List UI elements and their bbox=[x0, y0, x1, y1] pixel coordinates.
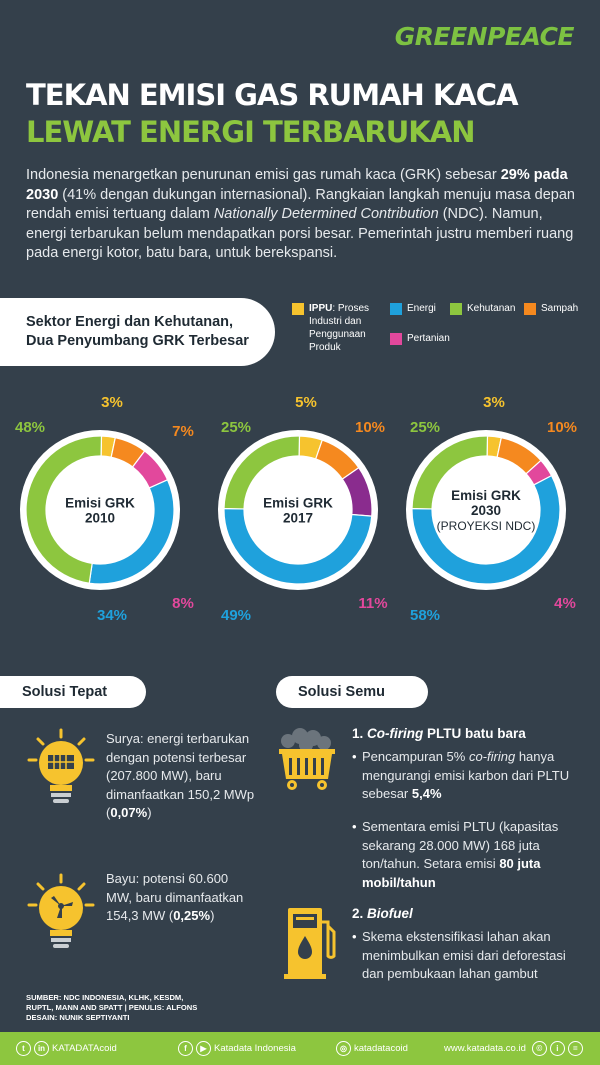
attribution-icon: i bbox=[549, 1041, 565, 1056]
legend-swatch-ippu bbox=[292, 303, 304, 315]
source-credits: SUMBER: NDC INDONESIA, KLHK, KESDM, RUPT… bbox=[26, 993, 198, 1022]
donut-3-center-label: 2030 bbox=[471, 503, 501, 518]
intro-paragraph: Indonesia menargetkan penurunan emisi ga… bbox=[26, 167, 575, 261]
legend-swatch-energi bbox=[390, 303, 402, 315]
donut-3-label-pertanian: 4% bbox=[554, 595, 576, 612]
donut-1-center-label: Emisi GRK bbox=[65, 496, 135, 511]
donut-3-label-sampah: 10% bbox=[547, 419, 577, 436]
footer-website[interactable]: www.katadata.co.id © i = bbox=[444, 1041, 586, 1056]
page-title-line2: LEWAT ENERGI TERBARUKAN bbox=[26, 115, 475, 149]
equal-icon: = bbox=[567, 1041, 583, 1056]
instagram-icon: ◎ bbox=[336, 1041, 351, 1056]
facebook-icon: f bbox=[178, 1041, 193, 1056]
section-heading: Sektor Energi dan Kehutanan, Dua Penyumb… bbox=[0, 298, 275, 366]
legend-ippu: IPPU: Proses Industri dan Penggunaan Pro… bbox=[292, 302, 380, 354]
legend-swatch-sampah bbox=[524, 303, 536, 315]
donut-1-label-kehutanan: 48% bbox=[15, 419, 45, 436]
donut-2-label-pertanian: 11% bbox=[358, 595, 387, 612]
donut-1-label-sampah: 7% bbox=[172, 423, 194, 440]
solusi-tepat-heading: Solusi Tepat bbox=[0, 676, 146, 708]
biofuel-point: Skema ekstensifikasi lahan akan menimbul… bbox=[352, 928, 586, 984]
donut-3-hole bbox=[434, 458, 538, 562]
surya-description: Surya: energi terbarukan dengan potensi … bbox=[106, 731, 255, 820]
donut-3-label-ippu: 3% bbox=[483, 394, 505, 411]
greenpeace-logo: GREENPEACE bbox=[394, 22, 575, 51]
donut-1-label-pertanian: 8% bbox=[172, 595, 194, 612]
donut-3-slice-kehutanan bbox=[411, 435, 489, 510]
donut-3-center-label: (PROYEKSI NDC) bbox=[437, 519, 536, 533]
legend-sampah: Sampah bbox=[524, 302, 578, 315]
cofiring-point-1: Pencampuran 5% co-firing hanya mengurang… bbox=[352, 748, 586, 804]
chart-legend: IPPU: Proses Industri dan Penggunaan Pro… bbox=[292, 302, 592, 362]
cofiring-heading: 1. Co-firing PLTU batu bara bbox=[352, 726, 526, 741]
biofuel-heading: 2. Biofuel bbox=[352, 906, 413, 921]
donut-3-label-energi: 58% bbox=[410, 607, 440, 624]
bayu-description: Bayu: potensi 60.600 MW, baru dimanfaatk… bbox=[106, 871, 244, 923]
linkedin-icon: in bbox=[34, 1041, 49, 1056]
donut-1-label-energi: 34% bbox=[97, 607, 127, 624]
donut-1-center-label: 2010 bbox=[85, 511, 115, 526]
donut-1-hole bbox=[48, 458, 152, 562]
youtube-icon: ▶ bbox=[196, 1041, 211, 1056]
coal-cart-icon bbox=[279, 728, 335, 790]
donut-2-center-label: Emisi GRK bbox=[263, 496, 333, 511]
footer-twitter-linkedin[interactable]: t in KATADATAcoid bbox=[16, 1041, 117, 1056]
donut-2-slice-kehutanan bbox=[223, 435, 301, 510]
legend-energi: Energi bbox=[390, 302, 436, 315]
sun-lightbulb-icon bbox=[27, 728, 95, 803]
twitter-icon: t bbox=[16, 1041, 31, 1056]
donut-2-label-ippu: 5% bbox=[295, 394, 317, 411]
footer-instagram[interactable]: ◎ katadatacoid bbox=[336, 1041, 408, 1056]
page-title-line1: TEKAN EMISI GAS RUMAH KACA bbox=[26, 78, 519, 112]
donut-3-center-label: Emisi GRK bbox=[451, 488, 521, 503]
legend-swatch-pertanian bbox=[390, 333, 402, 345]
copyright-icon: © bbox=[531, 1041, 547, 1056]
footer-bar: t in KATADATAcoid f ▶ Katadata Indonesia… bbox=[0, 1032, 600, 1065]
solusi-semu-heading: Solusi Semu bbox=[276, 676, 428, 708]
legend-kehutanan: Kehutanan bbox=[450, 302, 515, 315]
donut-2-label-kehutanan: 25% bbox=[221, 419, 251, 436]
donut-2-label-sampah: 10% bbox=[355, 419, 385, 436]
donut-3-slice-energi bbox=[411, 474, 561, 585]
donut-1-slice-kehutanan bbox=[25, 435, 103, 584]
legend-swatch-kehutanan bbox=[450, 303, 462, 315]
donut-2-center-label: 2017 bbox=[283, 511, 313, 526]
donut-1-label-ippu: 3% bbox=[101, 394, 123, 411]
fuel-pump-icon bbox=[284, 908, 336, 979]
cofiring-point-2: Sementara emisi PLTU (kapasitas sekarang… bbox=[352, 818, 586, 892]
donut-2-label-energi: 49% bbox=[221, 607, 251, 624]
legend-pertanian: Pertanian bbox=[390, 332, 450, 345]
wind-lightbulb-icon bbox=[27, 873, 95, 948]
footer-facebook-youtube[interactable]: f ▶ Katadata Indonesia bbox=[178, 1041, 296, 1056]
donut-3-label-kehutanan: 25% bbox=[410, 419, 440, 436]
donut-2-hole bbox=[246, 458, 350, 562]
